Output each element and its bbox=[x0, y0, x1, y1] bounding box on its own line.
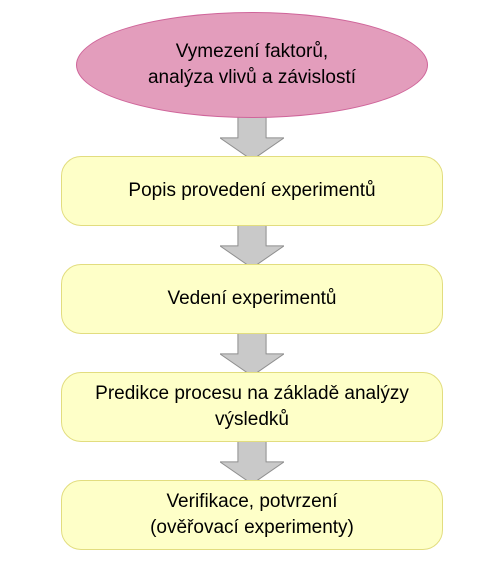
flow-node-n1: Popis provedení experimentů bbox=[61, 156, 443, 226]
flow-node-label: Vymezení faktorů, analýza vlivů a závisl… bbox=[148, 39, 356, 90]
flow-node-n3: Predikce procesu na základě analýzy výsl… bbox=[61, 372, 443, 442]
flow-node-n2: Vedení experimentů bbox=[61, 264, 443, 334]
flow-node-n4: Verifikace, potvrzení (ověřovací experim… bbox=[61, 480, 443, 550]
flow-node-label: Predikce procesu na základě analýzy výsl… bbox=[95, 381, 409, 432]
arrow-down-icon bbox=[220, 438, 284, 484]
flow-node-n0: Vymezení faktorů, analýza vlivů a závisl… bbox=[76, 12, 428, 118]
flow-node-label: Verifikace, potvrzení (ověřovací experim… bbox=[150, 489, 354, 540]
flow-node-label: Popis provedení experimentů bbox=[128, 178, 375, 204]
flowchart: Vymezení faktorů, analýza vlivů a závisl… bbox=[0, 0, 504, 562]
arrow-down-icon bbox=[220, 330, 284, 376]
flow-node-label: Vedení experimentů bbox=[167, 286, 336, 312]
arrow-down-icon bbox=[220, 222, 284, 268]
arrow-down-icon bbox=[220, 114, 284, 160]
